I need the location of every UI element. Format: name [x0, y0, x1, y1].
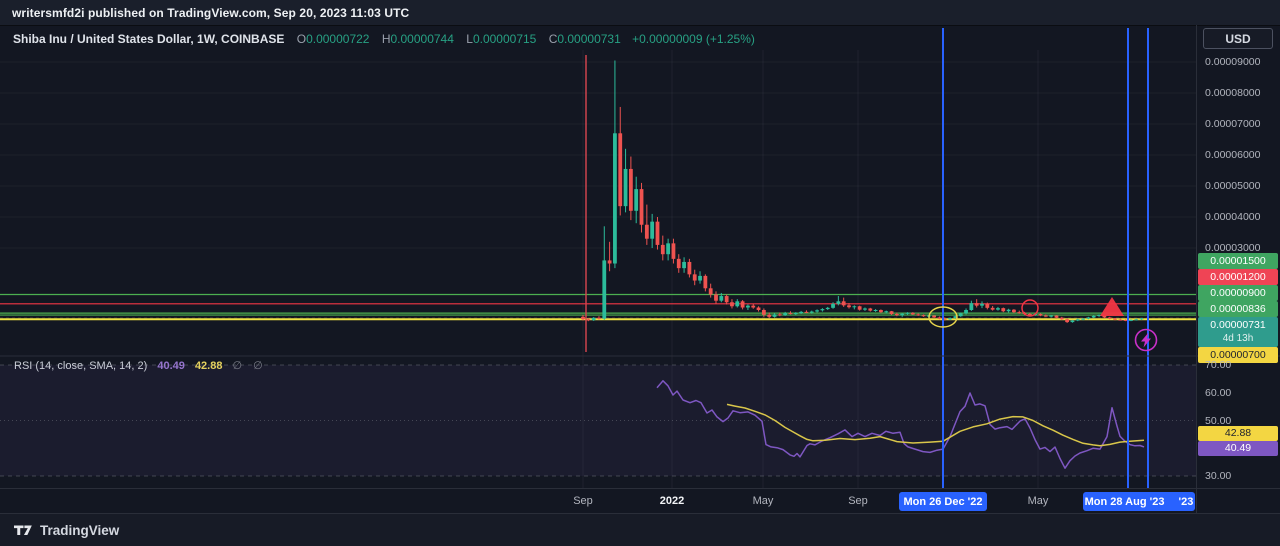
- candlestick-series: [581, 60, 1144, 324]
- lightning-marker-circle: [1134, 328, 1158, 352]
- price-axis-tick: 0.00008000: [1205, 87, 1261, 99]
- date-marker-badge: Mon 26 Dec '22: [899, 492, 987, 511]
- tradingview-brand-text: TradingView: [40, 523, 120, 538]
- price-label-badge: 0.00000731 4d 13h: [1198, 317, 1278, 347]
- price-axis-tick: 0.00004000: [1205, 211, 1261, 223]
- red-circle-marker: [1021, 299, 1039, 317]
- tradingview-logo-icon: [14, 525, 32, 535]
- time-axis-tick: 2022: [659, 495, 685, 507]
- time-axis-tick: May: [1027, 495, 1049, 507]
- time-axis-tick: Sep: [573, 495, 593, 507]
- time-axis[interactable]: Sep 2022 May Sep May Mon 26 Dec '22 Mon 28 Aug…: [0, 488, 1196, 514]
- yellow-circle-marker: [928, 306, 958, 328]
- red-triangle-marker: [1100, 297, 1124, 316]
- bar-countdown: 4d 13h: [1222, 333, 1254, 344]
- price-label-badge: 0.00001200: [1198, 269, 1278, 285]
- rsi-value-badge: 40.49: [1198, 441, 1278, 456]
- price-axis-tick: 0.00007000: [1205, 118, 1261, 130]
- tradingview-brand-link[interactable]: TradingView: [14, 522, 119, 539]
- price-axis-tick: 0.00003000: [1205, 242, 1261, 254]
- price-axis[interactable]: USD 0.00009000 0.00008000 0.00007000 0.0000…: [1196, 25, 1280, 513]
- price-label-badge: 0.00000900: [1198, 285, 1278, 301]
- publish-info-text: writersmfd2i published on TradingView.co…: [12, 5, 410, 20]
- rsi-axis-tick: 70.00: [1205, 359, 1232, 371]
- price-label-badge: 0.00000836: [1198, 301, 1278, 317]
- currency-toggle-button[interactable]: USD: [1203, 28, 1273, 49]
- lightning-bolt-icon: [1141, 332, 1151, 348]
- price-axis-tick: 0.00005000: [1205, 180, 1261, 192]
- rsi-axis-tick: 50.00: [1205, 414, 1232, 427]
- rsi-axis-tick: 60.00: [1205, 386, 1232, 399]
- publish-info-bar: writersmfd2i published on TradingView.co…: [0, 0, 1280, 26]
- price-axis-tick: 0.00009000: [1205, 56, 1261, 68]
- price-label-badge: 0.00000700: [1198, 347, 1278, 363]
- footer-bar: TradingView: [0, 513, 1280, 546]
- price-label-badge: 0.00001500: [1198, 253, 1278, 269]
- date-marker-badge: Mon 28 Aug '23'23: [1083, 492, 1195, 511]
- rsi-axis-tick: 30.00: [1205, 470, 1232, 482]
- rsi-ma-line: [726, 403, 1145, 447]
- price-axis-tick: 0.00006000: [1205, 149, 1261, 161]
- time-axis-tick: Sep: [848, 495, 868, 507]
- rsi-value-badge: 42.88: [1198, 426, 1278, 441]
- time-axis-tick: May: [752, 495, 774, 507]
- rsi-line: [656, 380, 1145, 469]
